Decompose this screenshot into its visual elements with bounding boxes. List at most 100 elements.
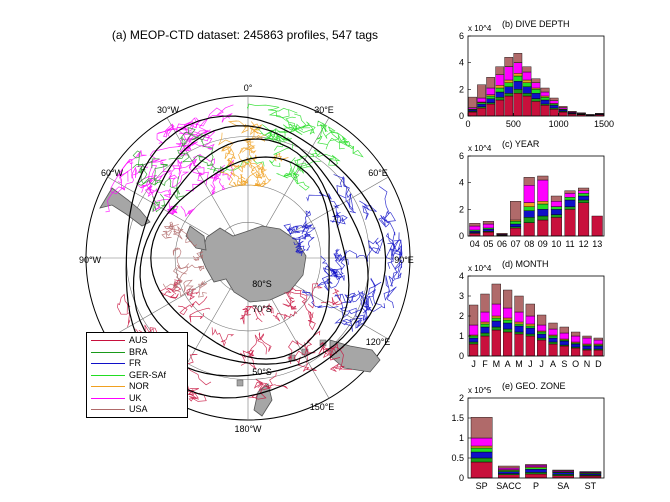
stacked-bar-segment xyxy=(482,223,494,229)
seal-track xyxy=(172,247,187,275)
chart-title: (d) MONTH xyxy=(502,259,549,269)
seal-track xyxy=(278,123,304,141)
seal-track xyxy=(173,279,196,297)
seal-track xyxy=(140,163,168,185)
stacked-bar-segment xyxy=(480,332,490,337)
y-tick-label: 4 xyxy=(459,178,464,188)
seal-track xyxy=(178,296,208,316)
x-tick-label: 11 xyxy=(565,239,574,249)
stacked-bar-segment xyxy=(549,100,559,104)
stacked-bar-segment xyxy=(525,465,547,468)
stacked-bar-segment xyxy=(477,84,486,99)
x-tick-label: S xyxy=(561,359,567,369)
stacked-bar-segment xyxy=(578,190,590,194)
stacked-bar-segment xyxy=(513,93,523,117)
seal-track xyxy=(250,162,268,178)
stacked-bar-segment xyxy=(525,323,535,327)
seal-track xyxy=(211,327,235,347)
seal-track xyxy=(272,310,298,322)
stacked-bar-segment xyxy=(498,465,520,469)
stacked-bar-segment xyxy=(523,217,535,223)
seal-track xyxy=(257,332,272,355)
stacked-bar-segment xyxy=(495,85,505,89)
seal-track xyxy=(224,147,236,168)
stacked-bar-segment xyxy=(591,215,603,237)
new-zealand-landmass xyxy=(253,383,273,417)
x-tick-label: 12 xyxy=(579,239,589,249)
y-tick-label: 4 xyxy=(459,271,464,281)
longitude-label: 90°E xyxy=(394,255,414,265)
seal-track xyxy=(181,127,203,146)
stacked-bar-segment xyxy=(550,214,562,218)
seal-track xyxy=(269,144,291,167)
x-tick-label: J xyxy=(539,359,544,369)
stacked-bar-segment xyxy=(491,303,501,317)
chart-exponent: x 10^5 xyxy=(468,386,492,395)
chart-title: (e) GEO. ZONE xyxy=(502,381,566,391)
stacked-bar-segment xyxy=(469,337,479,343)
x-tick-label: SA xyxy=(557,481,569,491)
stacked-bar-segment xyxy=(537,203,549,210)
stacked-bar-segment xyxy=(549,109,559,117)
longitude-label: 0° xyxy=(244,83,253,93)
seal-track xyxy=(181,152,214,167)
stacked-bar-segment xyxy=(523,206,535,211)
seal-track xyxy=(339,141,364,158)
x-tick-label: A xyxy=(550,359,556,369)
seal-track xyxy=(200,134,225,173)
stacked-bar-segment xyxy=(522,71,532,81)
stacked-bar-segment xyxy=(550,209,562,215)
stacked-bar-segment xyxy=(522,86,532,94)
y-tick-label: 2 xyxy=(459,311,464,321)
seal-track xyxy=(240,350,257,370)
seal-track xyxy=(359,200,377,221)
seal-track xyxy=(220,169,240,187)
stacked-bar-segment xyxy=(523,202,535,207)
stacked-bar-segment xyxy=(513,62,523,74)
stacked-bar-segment xyxy=(525,469,547,473)
seal-track xyxy=(228,153,249,168)
stacked-bar-segment xyxy=(513,89,523,94)
stacked-bar-segment xyxy=(470,445,493,449)
x-tick-label: 10 xyxy=(551,239,561,249)
seal-track xyxy=(169,221,198,247)
stacked-bar-segment xyxy=(564,209,576,237)
longitude-label: 30°W xyxy=(157,105,180,115)
legend-swatch xyxy=(91,397,125,399)
stacked-bar-segment xyxy=(470,447,493,453)
stacked-bar-segment xyxy=(486,103,496,117)
chart-axes-box xyxy=(467,35,605,117)
y-tick-label: 6 xyxy=(459,31,464,41)
stacked-bar-segment xyxy=(531,82,541,89)
stacked-bar-segment xyxy=(525,333,535,337)
stacked-bar-segment xyxy=(525,335,535,357)
seal-track xyxy=(289,121,315,136)
stacked-bar-segment xyxy=(504,82,514,87)
stacked-bar-segment xyxy=(480,293,490,313)
seal-track xyxy=(230,164,243,180)
stacked-bar-segment xyxy=(540,97,550,101)
stacked-bar-segment xyxy=(550,206,562,210)
seal-track xyxy=(249,182,267,187)
stacked-bar-segment xyxy=(469,341,479,345)
seal-track xyxy=(336,175,354,211)
legend-label: GER-SAf xyxy=(129,369,167,380)
stacked-bar-segment xyxy=(564,199,576,207)
stacked-bar-segment xyxy=(469,223,481,227)
legend-item: AUS xyxy=(91,335,148,346)
stacked-bar-segment xyxy=(550,195,562,202)
seal-track xyxy=(368,277,383,306)
stacked-bar-segment xyxy=(522,93,532,97)
stacked-bar-segment xyxy=(491,283,501,305)
longitude-label: 150°E xyxy=(310,402,335,412)
y-tick-label: 0 xyxy=(459,231,464,241)
stacked-bar-segment xyxy=(469,225,481,231)
seal-track xyxy=(303,227,316,251)
stacked-bar-segment xyxy=(525,473,547,479)
stacked-bar-segment xyxy=(525,315,535,325)
seal-track xyxy=(284,292,297,310)
longitude-label: 60°W xyxy=(101,168,124,178)
seal-track xyxy=(307,311,316,331)
x-tick-label: M xyxy=(493,359,501,369)
